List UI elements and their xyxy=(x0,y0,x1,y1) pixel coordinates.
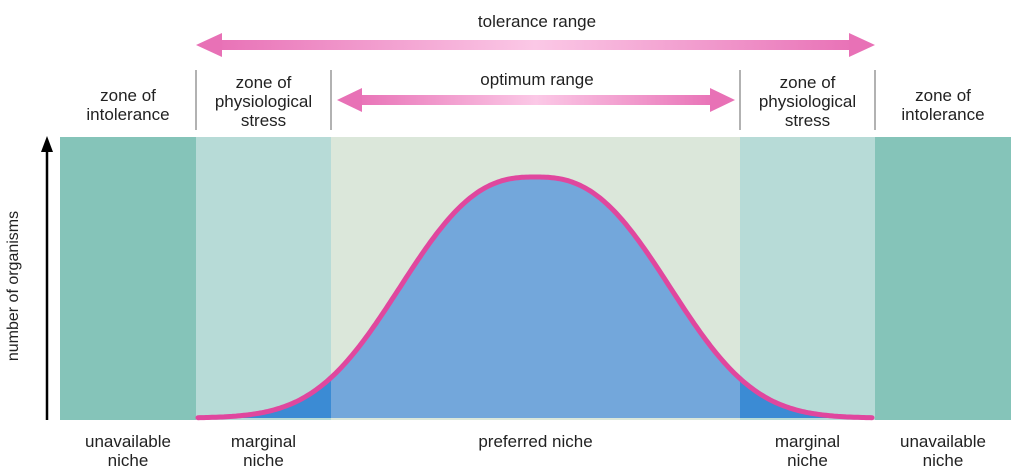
tolerance-range-label: tolerance range xyxy=(412,12,662,32)
y-axis-arrow xyxy=(41,136,53,420)
niche-preferred-label: preferred niche xyxy=(331,432,740,451)
zone-stress-left-label: zone of physiological stress xyxy=(196,73,331,130)
tolerance-range-arrow xyxy=(196,33,875,57)
y-axis-label: number of organisms xyxy=(5,211,23,361)
niche-unavailable-left-label: unavailable niche xyxy=(62,432,194,470)
zone-intolerance-left-band xyxy=(60,137,196,420)
niche-marginal-left-label: marginal niche xyxy=(196,432,331,470)
zone-stress-left-band xyxy=(196,137,331,420)
zone-intolerance-right-band xyxy=(875,137,1011,420)
niche-unavailable-right-label: unavailable niche xyxy=(877,432,1009,470)
niche-marginal-right-label: marginal niche xyxy=(740,432,875,470)
zone-intolerance-left-label: zone of intolerance xyxy=(62,86,194,124)
zone-stress-right-label: zone of physiological stress xyxy=(740,73,875,130)
optimum-range-arrow xyxy=(337,88,735,112)
optimum-range-label: optimum range xyxy=(412,70,662,90)
zone-stress-right-band xyxy=(740,137,875,420)
zone-intolerance-right-label: zone of intolerance xyxy=(877,86,1009,124)
